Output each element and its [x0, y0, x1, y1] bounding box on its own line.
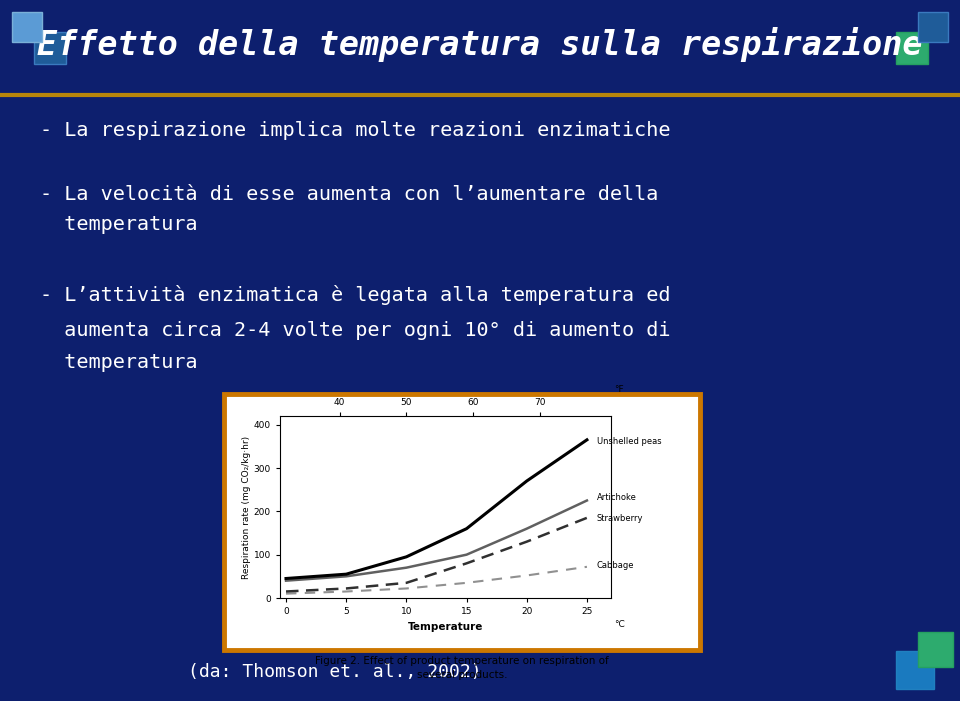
- Text: Figure 2. Effect of product temperature on respiration of: Figure 2. Effect of product temperature …: [315, 656, 609, 666]
- Text: several products.: several products.: [417, 670, 507, 680]
- Bar: [34, 32, 66, 64]
- Text: Effetto della temperatura sulla respirazione: Effetto della temperatura sulla respiraz…: [37, 27, 923, 62]
- Text: temperatura: temperatura: [40, 353, 198, 372]
- Bar: [896, 651, 934, 689]
- Bar: [224, 394, 700, 650]
- Bar: [896, 32, 928, 64]
- Text: Artichoke: Artichoke: [596, 493, 636, 501]
- Text: °C: °C: [614, 620, 625, 629]
- Bar: [918, 12, 948, 42]
- Text: Unshelled peas: Unshelled peas: [596, 437, 661, 447]
- Bar: [918, 632, 953, 667]
- Text: Cabbage: Cabbage: [596, 561, 634, 570]
- Y-axis label: Respiration rate (mg CO₂/kg·hr): Respiration rate (mg CO₂/kg·hr): [242, 435, 251, 578]
- Text: Strawberry: Strawberry: [596, 515, 643, 523]
- Text: aumenta circa 2-4 volte per ogni 10° di aumento di: aumenta circa 2-4 volte per ogni 10° di …: [40, 320, 670, 339]
- Text: - L’attività enzimatica è legata alla temperatura ed: - L’attività enzimatica è legata alla te…: [40, 285, 670, 305]
- Text: °F: °F: [614, 385, 624, 394]
- Text: - La velocità di esse aumenta con l’aumentare della: - La velocità di esse aumenta con l’aume…: [40, 186, 659, 205]
- Text: (da: Thomson et. al., 2002): (da: Thomson et. al., 2002): [188, 663, 482, 681]
- Text: - La respirazione implica molte reazioni enzimatiche: - La respirazione implica molte reazioni…: [40, 121, 670, 139]
- Text: temperatura: temperatura: [40, 215, 198, 235]
- X-axis label: Temperature: Temperature: [408, 622, 483, 632]
- Bar: [12, 12, 42, 42]
